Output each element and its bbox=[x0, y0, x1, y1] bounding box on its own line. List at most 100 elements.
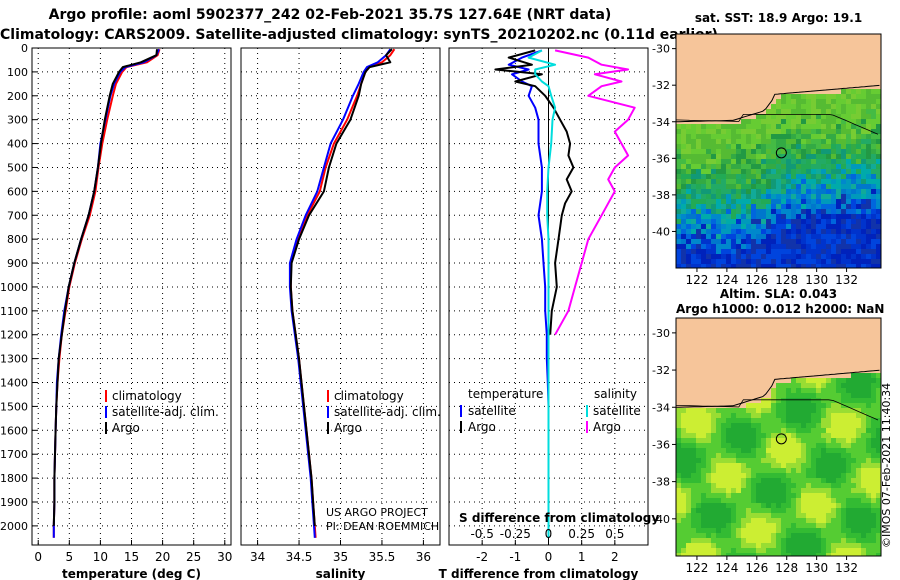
map-cell bbox=[846, 443, 851, 448]
map-cell bbox=[701, 438, 706, 443]
map-cell bbox=[691, 199, 696, 204]
map-cell bbox=[761, 54, 766, 59]
map-cell bbox=[826, 169, 831, 174]
map-cell bbox=[691, 383, 696, 388]
map-cell bbox=[751, 533, 756, 538]
map-cell bbox=[786, 209, 791, 214]
map-cell bbox=[726, 413, 731, 418]
map-cell bbox=[701, 318, 706, 323]
y-tick-label: 100 bbox=[7, 66, 28, 79]
map-cell bbox=[781, 209, 786, 214]
map-cell bbox=[766, 323, 771, 328]
map-cell bbox=[796, 69, 801, 74]
map-cell bbox=[676, 194, 681, 199]
map-cell bbox=[711, 214, 716, 219]
map-cell bbox=[756, 403, 761, 408]
map-cell bbox=[851, 473, 856, 478]
map-cell bbox=[871, 428, 876, 433]
map-cell bbox=[681, 154, 686, 159]
map-cell bbox=[736, 543, 741, 548]
map-cell bbox=[731, 184, 736, 189]
map-cell bbox=[861, 44, 866, 49]
map-cell bbox=[866, 144, 871, 149]
map-cell bbox=[811, 473, 816, 478]
map-cell bbox=[691, 543, 696, 548]
map-cell bbox=[691, 513, 696, 518]
map-cell bbox=[816, 478, 821, 483]
map-cell bbox=[746, 523, 751, 528]
map-cell bbox=[861, 418, 866, 423]
map-cell bbox=[721, 174, 726, 179]
map-cell bbox=[831, 428, 836, 433]
map-cell bbox=[861, 488, 866, 493]
map-cell bbox=[756, 239, 761, 244]
map-cell bbox=[766, 169, 771, 174]
map-cell bbox=[806, 179, 811, 184]
map-cell bbox=[751, 518, 756, 523]
map-cell bbox=[771, 408, 776, 413]
map-cell bbox=[821, 249, 826, 254]
map-cell bbox=[801, 428, 806, 433]
map-cell bbox=[711, 423, 716, 428]
map-cell bbox=[811, 114, 816, 119]
map-cell bbox=[751, 199, 756, 204]
map-cell bbox=[691, 353, 696, 358]
map-cell bbox=[771, 184, 776, 189]
map-cell bbox=[796, 408, 801, 413]
map-cell bbox=[691, 318, 696, 323]
map-cell bbox=[751, 139, 756, 144]
map-cell bbox=[676, 348, 681, 353]
map-cell bbox=[821, 433, 826, 438]
map-cell bbox=[816, 169, 821, 174]
map-cell bbox=[726, 348, 731, 353]
map-cell bbox=[711, 129, 716, 134]
map-cell bbox=[851, 448, 856, 453]
map-cell bbox=[686, 328, 691, 333]
map-cell bbox=[706, 59, 711, 64]
map-cell bbox=[686, 84, 691, 89]
map-cell bbox=[776, 463, 781, 468]
x-tick-label: 30 bbox=[217, 550, 232, 564]
map-cell bbox=[826, 543, 831, 548]
map-cell bbox=[871, 39, 876, 44]
map-cell bbox=[791, 174, 796, 179]
map-cell bbox=[811, 378, 816, 383]
map-cell bbox=[776, 89, 781, 94]
map-cell bbox=[726, 224, 731, 229]
map-cell bbox=[736, 129, 741, 134]
map-cell bbox=[836, 513, 841, 518]
map-cell bbox=[766, 54, 771, 59]
map-cell bbox=[826, 39, 831, 44]
map-cell bbox=[831, 423, 836, 428]
map-cell bbox=[736, 54, 741, 59]
map-cell bbox=[781, 179, 786, 184]
map-cell bbox=[701, 244, 706, 249]
map-cell bbox=[721, 154, 726, 159]
map-cell bbox=[686, 453, 691, 458]
map-cell bbox=[831, 224, 836, 229]
map-cell bbox=[781, 373, 786, 378]
y-tick-label: 1200 bbox=[0, 329, 28, 342]
map-cell bbox=[751, 548, 756, 553]
map-cell bbox=[821, 468, 826, 473]
map-cell bbox=[696, 134, 701, 139]
map-cell bbox=[686, 114, 691, 119]
map-cell bbox=[686, 54, 691, 59]
map-cell bbox=[856, 363, 861, 368]
map-cell bbox=[871, 543, 876, 548]
map-cell bbox=[681, 204, 686, 209]
map-cell bbox=[861, 264, 866, 268]
map-cell bbox=[836, 548, 841, 553]
map-cell bbox=[731, 234, 736, 239]
map-cell bbox=[786, 478, 791, 483]
map-cell bbox=[711, 493, 716, 498]
map-cell bbox=[791, 249, 796, 254]
map-cell bbox=[706, 239, 711, 244]
map-cell bbox=[741, 523, 746, 528]
map-cell bbox=[726, 353, 731, 358]
map-cell bbox=[791, 488, 796, 493]
map-cell bbox=[816, 44, 821, 49]
map-cell bbox=[731, 74, 736, 79]
lon-tick-label: 132 bbox=[835, 561, 858, 575]
map-cell bbox=[711, 244, 716, 249]
